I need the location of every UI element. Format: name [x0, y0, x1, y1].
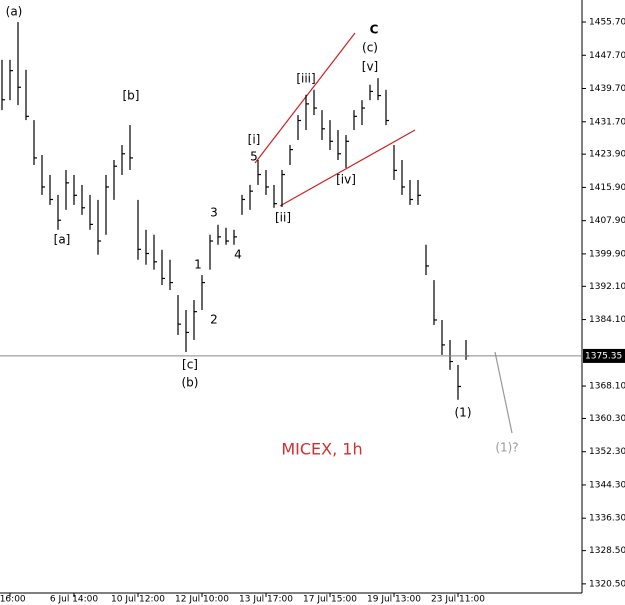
y-tick-label: 1447.70: [589, 51, 625, 61]
y-tick-label: 1368.10: [589, 382, 625, 392]
x-tick-label: 12 Jul 10:00: [175, 595, 229, 605]
chart-title: MICEX, 1h: [281, 440, 362, 459]
wave-label: [b]: [123, 89, 140, 103]
x-tick-label: 23 Jul 11:00: [431, 595, 485, 605]
trend-line: [279, 129, 416, 207]
wave-label: (b): [182, 376, 199, 390]
wave-label: (1): [455, 406, 472, 420]
wave-label: [ii]: [275, 211, 291, 225]
y-tick-label: 1336.30: [589, 514, 625, 524]
price-label-box: [583, 348, 625, 363]
y-tick-label: 1360.30: [589, 414, 625, 424]
wave-label: (c): [362, 41, 378, 55]
wave-label: C: [370, 23, 379, 37]
wave-label: [iii]: [296, 72, 315, 86]
y-tick-label: 1392.10: [589, 282, 625, 292]
y-tick-label: 1328.50: [589, 546, 625, 556]
wave-label: 2: [210, 313, 218, 327]
y-tick-label: 1415.90: [589, 183, 625, 193]
price-label: 1375.35: [585, 351, 622, 361]
x-tick-label: 17 Jul 15:00: [303, 595, 357, 605]
wave-label: (a): [6, 5, 23, 19]
wave-label: 3: [210, 206, 218, 220]
y-tick-label: 1399.90: [589, 249, 625, 259]
y-tick-label: 1384.10: [589, 315, 625, 325]
x-tick-label: l 16:00: [0, 595, 26, 605]
wave-label: 4: [234, 248, 242, 262]
wave-label: [iv]: [336, 173, 356, 187]
y-tick-label: 1455.70: [589, 18, 625, 28]
x-tick-label: 6 Jul 14:00: [50, 595, 99, 605]
wave-label: 5: [250, 150, 258, 164]
y-tick-label: 1344.30: [589, 480, 625, 490]
x-tick-label: 10 Jul 12:00: [111, 595, 165, 605]
wave-label: 1: [194, 258, 202, 272]
wave-label: [a]: [54, 233, 71, 247]
y-tick-label: 1352.30: [589, 447, 625, 457]
x-tick-label: 19 Jul 13:00: [367, 595, 421, 605]
y-tick-label: 1423.90: [589, 150, 625, 160]
wave-label: [c]: [182, 358, 198, 372]
y-tick-label: 1431.70: [589, 117, 625, 127]
y-tick-label: 1320.50: [589, 579, 625, 589]
wave-label: [v]: [362, 60, 378, 74]
projection-line: [494, 351, 513, 434]
y-tick-label: 1407.90: [589, 216, 625, 226]
y-tick-label: 1439.70: [589, 84, 625, 94]
wave-label: (1)?: [495, 441, 518, 455]
trend-line: [254, 32, 356, 164]
wave-label: [i]: [248, 133, 261, 147]
x-tick-label: 13 Jul 17:00: [239, 595, 293, 605]
